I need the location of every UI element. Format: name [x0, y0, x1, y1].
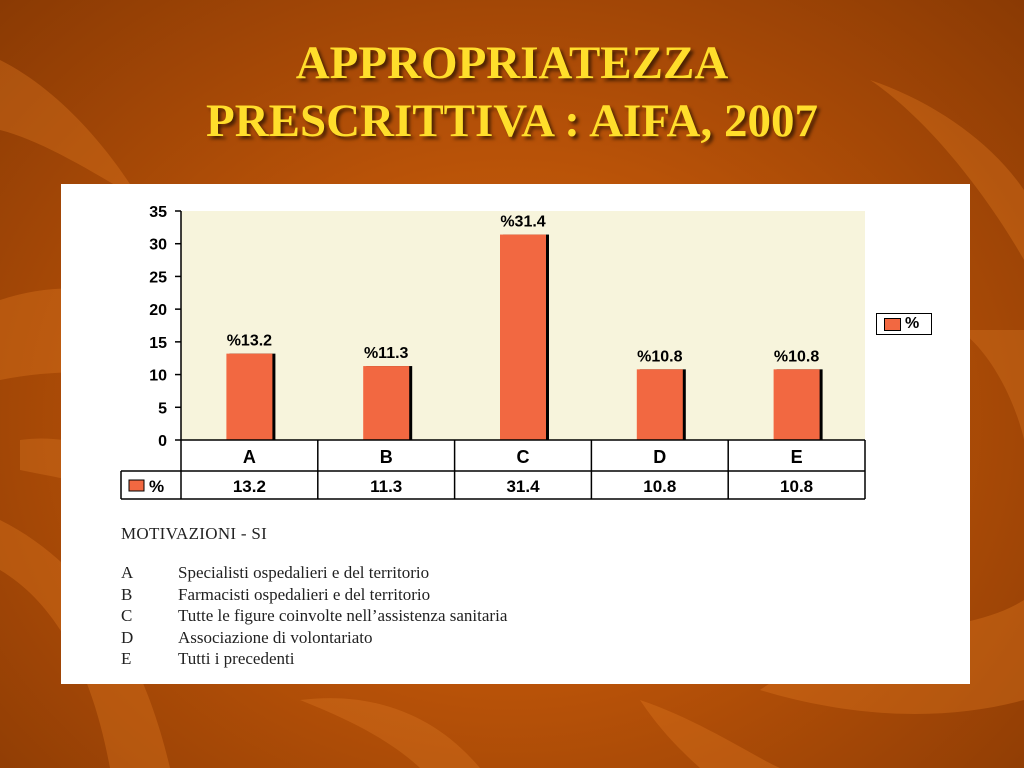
table-value: 13.2 — [233, 477, 266, 496]
y-tick-label: 25 — [149, 269, 167, 286]
data-label: %13.2 — [227, 333, 272, 350]
legend: % — [876, 313, 932, 335]
table-value: 31.4 — [506, 477, 540, 496]
motivation-text: Farmacisti ospedalieri e del territorio — [178, 584, 431, 604]
data-label: %31.4 — [500, 214, 545, 231]
data-label: %10.8 — [774, 348, 819, 365]
category-label: C — [517, 447, 530, 467]
slide-title: APPROPRIATEZZA PRESCRITTIVA : AIFA, 2007 — [0, 34, 1024, 150]
data-table: A 13.2 B 11.3 C 31.4 D 10.8 E 10.8% — [120, 439, 866, 500]
motivation-letter: E — [121, 649, 132, 668]
category-label: B — [380, 447, 393, 467]
motivation-letter: B — [121, 584, 133, 604]
motivation-item: D Associazione di volontariato — [121, 627, 507, 649]
category-label: D — [653, 447, 666, 467]
motivation-letter: D — [121, 627, 134, 647]
motivations-items: A Specialisti ospedalieri e del territori… — [121, 562, 507, 670]
y-tick-label: 35 — [149, 204, 167, 221]
bar — [773, 369, 820, 440]
y-tick-label: 0 — [158, 433, 167, 450]
motivation-item: C Tutte le figure coinvolte nell’assisten… — [121, 605, 507, 627]
legend-label: % — [905, 315, 920, 332]
table-value: 11.3 — [370, 477, 402, 496]
y-axis: 0 5 10 15 20 25 30 35 — [149, 204, 182, 450]
y-tick-label: 10 — [149, 368, 167, 385]
chart-panel: 0 5 10 15 20 25 30 35 %13.2 %11.3 %31.4 %10.8 %10.8… — [61, 184, 970, 684]
motivation-item: B Farmacisti ospedalieri e del territorio — [121, 584, 507, 606]
y-tick-label: 5 — [158, 400, 167, 417]
bar — [500, 234, 546, 440]
data-label: %11.3 — [364, 345, 409, 362]
table-legend-label: % — [149, 477, 164, 496]
category-label: E — [791, 447, 803, 467]
motivations-list: MOTIVAZIONI - SI A Specialisti ospedalier… — [121, 524, 507, 670]
table-legend-swatch — [128, 479, 145, 492]
data-label: %10.8 — [637, 348, 682, 365]
motivations-heading: MOTIVAZIONI - SI — [121, 524, 268, 543]
motivation-text: Tutte le figure coinvolte nell’assistenz… — [178, 606, 508, 625]
motivation-text: Tutti i precedenti — [178, 649, 295, 668]
motivation-letter: A — [121, 563, 134, 582]
bar — [226, 353, 273, 440]
motivation-letter: C — [121, 606, 133, 625]
motivation-text: Associazione di volontariato — [178, 627, 373, 647]
motivation-item: A Specialisti ospedalieri e del territori… — [121, 562, 507, 584]
bar — [636, 369, 683, 440]
title-line-1: APPROPRIATEZZA — [295, 37, 729, 89]
bar — [363, 366, 410, 440]
y-tick-label: 30 — [149, 237, 167, 254]
y-tick-label: 20 — [149, 302, 167, 319]
y-tick-label: 15 — [149, 335, 167, 352]
title-line-2: PRESCRITTIVA : AIFA, 2007 — [206, 95, 818, 147]
category-label: A — [243, 447, 256, 467]
bars: %13.2 %11.3 %31.4 %10.8 %10.8 — [226, 214, 823, 440]
legend-swatch — [884, 317, 901, 331]
table-value: 10.8 — [643, 477, 676, 496]
table-value: 10.8 — [780, 477, 813, 496]
motivation-item: E Tutti i precedenti — [121, 648, 507, 670]
motivation-text: Specialisti ospedalieri e del territorio — [178, 563, 430, 582]
